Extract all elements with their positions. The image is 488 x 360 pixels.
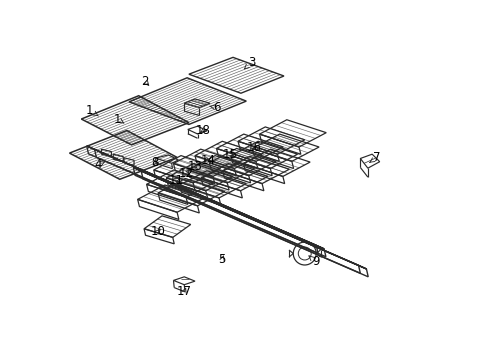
Text: 13: 13: [187, 160, 202, 173]
Text: 8: 8: [151, 156, 158, 169]
Text: 7: 7: [369, 151, 380, 164]
Text: 3: 3: [244, 56, 255, 69]
Text: 11: 11: [168, 174, 183, 186]
Text: 5: 5: [218, 253, 225, 266]
Text: 9: 9: [308, 255, 319, 268]
Text: 1: 1: [86, 104, 98, 117]
Text: 12: 12: [179, 167, 194, 180]
Text: 18: 18: [195, 124, 210, 137]
Text: 15: 15: [222, 148, 237, 161]
Text: 2: 2: [141, 75, 149, 88]
Text: 16: 16: [246, 141, 262, 154]
Text: 6: 6: [209, 101, 220, 114]
Text: 10: 10: [150, 225, 165, 238]
Text: 1: 1: [113, 113, 123, 126]
Text: 4: 4: [94, 158, 104, 171]
Text: 14: 14: [200, 154, 215, 167]
Text: 17: 17: [176, 285, 191, 298]
